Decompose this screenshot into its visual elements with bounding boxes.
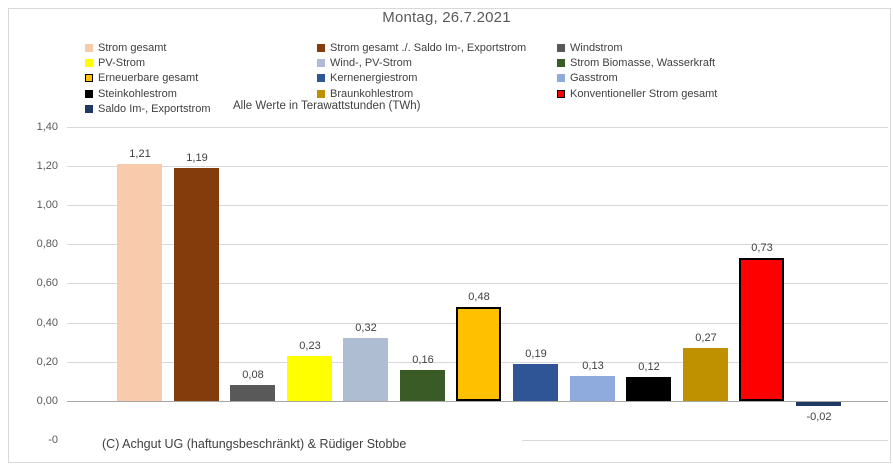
- bar-value-label-wind-pv-strom: 0,32: [355, 322, 377, 334]
- bar-kernenergiestrom: [513, 364, 558, 401]
- legend-swatch-kernenergiestrom: [317, 74, 325, 83]
- legend-item-saldo-im-exportstrom: Saldo Im-, Exportstrom: [85, 102, 210, 117]
- y-axis-tick-0: -0: [48, 434, 58, 446]
- legend-label-steinkohlestrom: Steinkohlestrom: [98, 87, 177, 100]
- y-axis-tick-0-80: 0,80: [36, 238, 58, 250]
- legend-label-strom-biomasse-wasserkraft: Strom Biomasse, Wasserkraft: [570, 57, 716, 70]
- legend-swatch-wind-pv-strom: [317, 59, 325, 68]
- copyright-text: (C) Achgut UG (haftungsbeschränkt) & Rüd…: [99, 437, 410, 451]
- bar-value-label-braunkohlestrom: 0,27: [695, 332, 717, 344]
- legend-label-erneuerbare-gesamt: Erneuerbare gesamt: [98, 72, 199, 85]
- x-axis-line: [67, 401, 888, 402]
- legend-swatch-gasstrom: [557, 74, 565, 83]
- bar-strom-gesamt: [117, 164, 162, 401]
- y-axis-tick-1-00: 1,00: [36, 199, 58, 211]
- legend-item-erneuerbare-gesamt: Erneuerbare gesamt: [85, 71, 210, 86]
- gridline-0-80: [67, 244, 888, 245]
- y-axis-tick-1-40: 1,40: [36, 121, 58, 133]
- legend-column-2: Strom gesamt ./. Saldo Im-, Exportstrom W…: [317, 40, 526, 102]
- bar-value-label-saldo-im-exportstrom: -0,02: [806, 411, 832, 423]
- gridline-0: [522, 440, 888, 441]
- legend-item-gasstrom: Gasstrom: [557, 71, 717, 86]
- bar-value-label-gasstrom: 0,13: [582, 360, 604, 372]
- legend-label-pv-strom: PV-Strom: [98, 57, 146, 70]
- legend-label-gasstrom: Gasstrom: [570, 72, 618, 85]
- legend-swatch-strom-biomasse-wasserkraft: [557, 59, 565, 68]
- bar-steinkohlestrom: [626, 377, 671, 401]
- legend-swatch-erneuerbare-gesamt: [85, 74, 93, 83]
- bar-wind-pv-strom: [343, 338, 388, 401]
- y-axis-tick-1-20: 1,20: [36, 160, 58, 172]
- legend-label-konventioneller-strom-gesamt: Konventioneller Strom gesamt: [570, 87, 718, 100]
- legend-item-strom-biomasse-wasserkraft: Strom Biomasse, Wasserkraft: [557, 55, 717, 70]
- y-axis-tick-0-40: 0,40: [36, 317, 58, 329]
- bar-strom-gesamt-saldo-im-exportstrom: [174, 168, 219, 401]
- legend-label-strom-gesamt-saldo-im-exportstrom: Strom gesamt ./. Saldo Im-, Exportstrom: [330, 41, 527, 54]
- legend-swatch-pv-strom: [85, 59, 93, 68]
- bar-value-label-erneuerbare-gesamt: 0,48: [468, 291, 490, 303]
- legend-swatch-windstrom: [557, 43, 565, 52]
- legend-item-windstrom: Windstrom: [557, 40, 717, 55]
- bar-value-label-kernenergiestrom: 0,19: [525, 348, 547, 360]
- bar-strom-biomasse-wasserkraft: [400, 370, 445, 401]
- legend-item-braunkohlestrom: Braunkohlestrom: [317, 86, 526, 101]
- bar-value-label-strom-gesamt: 1,21: [129, 148, 151, 160]
- bar-value-label-pv-strom: 0,23: [299, 340, 321, 352]
- legend-swatch-saldo-im-exportstrom: [85, 105, 93, 114]
- bar-braunkohlestrom: [683, 348, 728, 401]
- legend-swatch-konventioneller-strom-gesamt: [557, 89, 565, 98]
- bar-value-label-konventioneller-strom-gesamt: 0,73: [751, 242, 773, 254]
- bar-windstrom: [230, 385, 275, 401]
- bar-value-label-strom-gesamt-saldo-im-exportstrom: 1,19: [186, 152, 208, 164]
- legend-label-braunkohlestrom: Braunkohlestrom: [330, 87, 414, 100]
- legend-swatch-strom-gesamt: [85, 43, 93, 52]
- bar-saldo-im-exportstrom: [796, 402, 841, 406]
- bar-konventioneller-strom-gesamt: [739, 258, 784, 401]
- legend-column-1: Strom gesamt PV-Strom Erneuerbare gesamt St…: [85, 40, 210, 117]
- legend-swatch-strom-gesamt-saldo-im-exportstrom: [317, 43, 325, 52]
- legend-item-wind-pv-strom: Wind-, PV-Strom: [317, 55, 526, 70]
- bar-erneuerbare-gesamt: [456, 307, 501, 401]
- legend-swatch-steinkohlestrom: [85, 89, 93, 98]
- chart-title: Montag, 26.7.2021: [382, 9, 511, 26]
- y-axis-tick-0-00: 0,00: [36, 395, 58, 407]
- legend-column-3: Windstrom Strom Biomasse, Wasserkraft Gass…: [557, 40, 717, 102]
- legend-label-kernenergiestrom: Kernenergiestrom: [330, 72, 418, 85]
- legend-item-konventioneller-strom-gesamt: Konventioneller Strom gesamt: [557, 86, 717, 101]
- legend-label-saldo-im-exportstrom: Saldo Im-, Exportstrom: [98, 103, 211, 116]
- legend-label-windstrom: Windstrom: [570, 41, 623, 54]
- legend-label-strom-gesamt: Strom gesamt: [98, 41, 167, 54]
- legend-swatch-braunkohlestrom: [317, 89, 325, 98]
- bar-pv-strom: [287, 356, 332, 401]
- legend-item-steinkohlestrom: Steinkohlestrom: [85, 86, 210, 101]
- gridline-1-40: [67, 127, 888, 128]
- legend-item-kernenergiestrom: Kernenergiestrom: [317, 71, 526, 86]
- legend-item-strom-gesamt: Strom gesamt: [85, 40, 210, 55]
- bar-value-label-strom-biomasse-wasserkraft: 0,16: [412, 354, 434, 366]
- chart-note: Alle Werte in Terawattstunden (TWh): [233, 100, 421, 112]
- gridline-0-60: [67, 283, 888, 284]
- y-axis-tick-0-60: 0,60: [36, 277, 58, 289]
- bar-gasstrom: [570, 376, 615, 401]
- bar-value-label-steinkohlestrom: 0,12: [638, 361, 660, 373]
- gridline-1-00: [67, 205, 888, 206]
- y-axis-tick-0-20: 0,20: [36, 356, 58, 368]
- legend-item-pv-strom: PV-Strom: [85, 55, 210, 70]
- legend-item-strom-gesamt-saldo-im-exportstrom: Strom gesamt ./. Saldo Im-, Exportstrom: [317, 40, 526, 55]
- gridline-1-20: [67, 166, 888, 167]
- legend-label-wind-pv-strom: Wind-, PV-Strom: [330, 57, 412, 70]
- bar-value-label-windstrom: 0,08: [242, 369, 264, 381]
